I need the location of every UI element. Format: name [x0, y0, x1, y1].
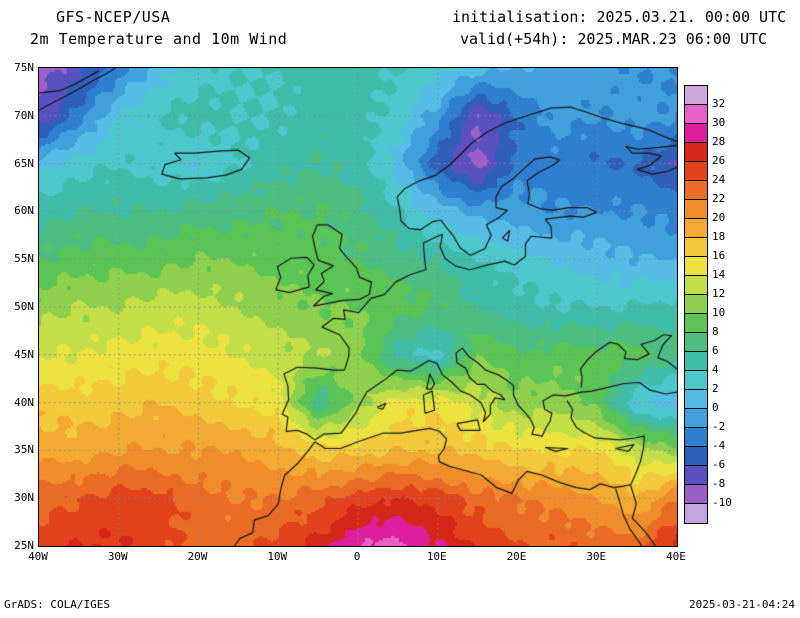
lat-tick-label: 60N	[14, 204, 34, 218]
colorbar-segment	[685, 181, 707, 200]
colorbar-tick-label: 14	[712, 268, 726, 281]
colorbar-segment	[685, 276, 707, 295]
colorbar-tick-label: 10	[712, 306, 726, 319]
temperature-wind-map-canvas	[38, 67, 678, 547]
lon-tick-label: 0	[353, 550, 361, 563]
lon-tick-label: 30E	[586, 550, 607, 563]
lat-tick-label: 40N	[14, 395, 34, 409]
lat-tick-label: 65N	[14, 156, 34, 170]
lon-tick-label: 20E	[506, 550, 527, 563]
lon-tick-label: 20W	[187, 550, 208, 563]
colorbar-tick-label: 4	[712, 363, 719, 376]
colorbar-segment	[685, 352, 707, 371]
colorbar-segment	[685, 409, 707, 428]
grads-credit: GrADS: COLA/IGES	[4, 598, 110, 611]
temperature-colorbar	[684, 85, 708, 524]
lat-tick-label: 35N	[14, 443, 34, 457]
colorbar-segment	[685, 466, 707, 485]
lat-tick-label: 25N	[14, 539, 34, 552]
lon-tick-label: 10E	[426, 550, 447, 563]
colorbar-segment	[685, 447, 707, 466]
colorbar-tick-label: 28	[712, 135, 726, 148]
product-title: 2m Temperature and 10m Wind	[30, 30, 288, 48]
colorbar-tick-label: -8	[712, 477, 726, 490]
lon-tick-label: 40W	[28, 550, 48, 563]
colorbar-tick-label: 6	[712, 344, 719, 357]
colorbar-segment	[685, 124, 707, 143]
colorbar-tick-label: 12	[712, 287, 726, 300]
colorbar-segment	[685, 219, 707, 238]
colorbar-segment	[685, 333, 707, 352]
lon-tick-label: 10W	[267, 550, 288, 563]
lat-tick-label: 55N	[14, 252, 34, 266]
colorbar-tick-label: 32	[712, 97, 726, 110]
lat-tick-label: 45N	[14, 347, 34, 361]
colorbar-tick-label: 2	[712, 382, 719, 395]
lat-tick-label: 70N	[14, 108, 34, 122]
colorbar-tick-label: 24	[712, 173, 726, 186]
lat-tick-label: 30N	[14, 491, 34, 505]
colorbar-tick-label: 30	[712, 116, 726, 129]
colorbar-tick-label: -10	[712, 496, 732, 509]
colorbar-segment	[685, 257, 707, 276]
colorbar-tick-label: 0	[712, 401, 719, 414]
colorbar-tick-label: -2	[712, 420, 726, 433]
colorbar-tick-label: 16	[712, 249, 726, 262]
colorbar-segment	[685, 162, 707, 181]
colorbar-segment	[685, 428, 707, 447]
colorbar-segment	[685, 238, 707, 257]
lat-tick-label: 75N	[14, 61, 34, 74]
colorbar-tick-label: 18	[712, 230, 726, 243]
colorbar-segment	[685, 504, 707, 523]
colorbar-tick-label: 8	[712, 325, 719, 338]
model-title: GFS-NCEP/USA	[56, 8, 171, 26]
colorbar-tick-label: 22	[712, 192, 726, 205]
valid-time-label: valid(+54h): 2025.MAR.23 06:00 UTC	[460, 30, 768, 48]
colorbar-tick-label: -6	[712, 458, 726, 471]
colorbar-segment	[685, 485, 707, 504]
init-time-label: initialisation: 2025.03.21. 00:00 UTC	[452, 8, 787, 26]
plot-timestamp: 2025-03-21-04:24	[689, 598, 795, 611]
colorbar-segment	[685, 143, 707, 162]
colorbar-segment	[685, 314, 707, 333]
colorbar-tick-label: -4	[712, 439, 726, 452]
colorbar-segment	[685, 86, 707, 105]
lat-tick-label: 50N	[14, 300, 34, 313]
lon-tick-label: 30W	[107, 550, 128, 563]
colorbar-segment	[685, 390, 707, 409]
colorbar-tick-label: 26	[712, 154, 726, 167]
colorbar-tick-label: 20	[712, 211, 726, 224]
colorbar-segment	[685, 371, 707, 390]
colorbar-segment	[685, 295, 707, 314]
lon-tick-label: 40E	[666, 550, 686, 563]
colorbar-segment	[685, 200, 707, 219]
colorbar-segment	[685, 105, 707, 124]
